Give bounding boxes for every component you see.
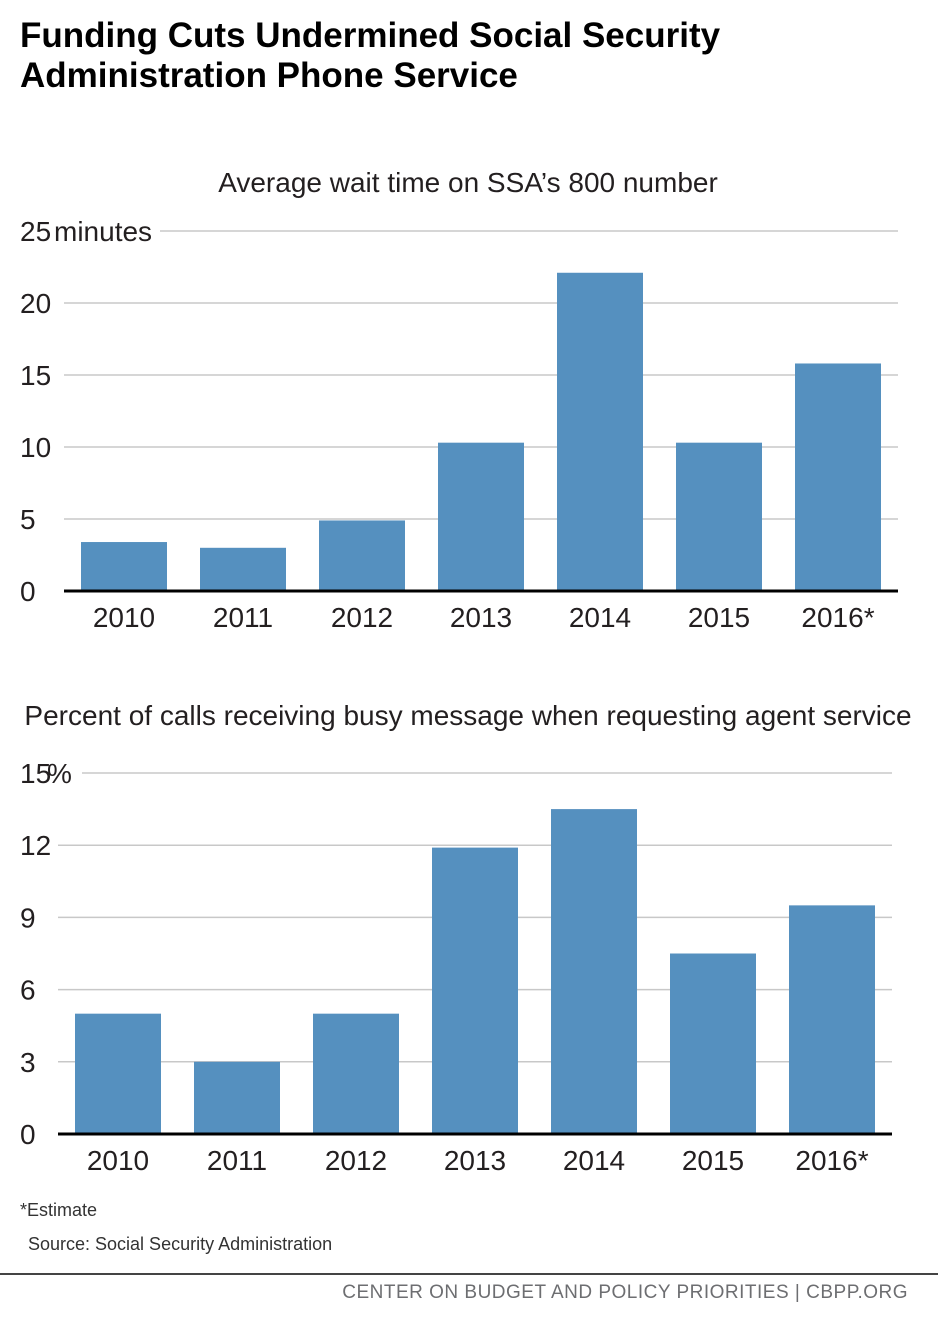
x-tick-label: 2015 xyxy=(682,1145,744,1176)
bar xyxy=(75,1013,161,1134)
bar xyxy=(81,542,167,591)
y-tick-label: 6 xyxy=(20,975,36,1006)
chart-title: Average wait time on SSA’s 800 number xyxy=(218,167,718,198)
y-tick-label: 12 xyxy=(20,830,51,861)
y-unit-label: minutes xyxy=(54,216,152,247)
y-tick-label: 0 xyxy=(20,576,36,607)
x-tick-label: 2010 xyxy=(93,602,155,633)
y-tick-label: 10 xyxy=(20,432,51,463)
x-tick-label: 2014 xyxy=(563,1145,625,1176)
busy-message-chart: Percent of calls receiving busy message … xyxy=(20,700,912,1176)
y-tick-label: 15 xyxy=(20,360,51,391)
bar xyxy=(789,905,875,1134)
source-note: Source: Social Security Administration xyxy=(28,1234,333,1254)
x-tick-label: 2012 xyxy=(325,1145,387,1176)
x-tick-label: 2010 xyxy=(87,1145,149,1176)
y-tick-label: 15 xyxy=(20,758,51,789)
bar xyxy=(319,520,405,591)
bar xyxy=(670,953,756,1134)
y-tick-label: 20 xyxy=(20,288,51,319)
bar xyxy=(557,272,643,591)
y-tick-label: 3 xyxy=(20,1047,36,1078)
x-tick-label: 2011 xyxy=(207,1145,267,1176)
x-tick-label: 2013 xyxy=(444,1145,506,1176)
wait-time-chart: Average wait time on SSA’s 800 number 0 5 1… xyxy=(20,167,898,633)
x-tick-label: 2015 xyxy=(688,602,750,633)
footer-credit: CENTER ON BUDGET AND POLICY PRIORITIES |… xyxy=(342,1282,908,1303)
bar xyxy=(795,363,881,591)
estimate-note: *Estimate xyxy=(20,1200,98,1220)
x-tick-label: 2013 xyxy=(450,602,512,633)
bar xyxy=(194,1061,280,1134)
bar xyxy=(551,809,637,1134)
bar xyxy=(438,442,524,591)
x-tick-label: 2012 xyxy=(331,602,393,633)
chart-title: Percent of calls receiving busy message … xyxy=(24,700,911,731)
bar xyxy=(200,547,286,591)
x-tick-label: 2011 xyxy=(213,602,273,633)
y-tick-label: 0 xyxy=(20,1119,36,1150)
y-unit-label: % xyxy=(47,758,72,789)
page-title: Funding Cuts Undermined Social Security … xyxy=(20,16,721,95)
y-tick-label: 25 xyxy=(20,216,51,247)
y-tick-label: 9 xyxy=(20,902,36,933)
bar xyxy=(676,442,762,591)
y-tick-label: 5 xyxy=(20,504,36,535)
bar xyxy=(432,847,518,1134)
footer-divider xyxy=(0,1273,938,1275)
x-tick-label: 2016* xyxy=(801,602,874,633)
x-tick-label: 2016* xyxy=(795,1145,868,1176)
x-tick-label: 2014 xyxy=(569,602,631,633)
bar xyxy=(313,1013,399,1134)
